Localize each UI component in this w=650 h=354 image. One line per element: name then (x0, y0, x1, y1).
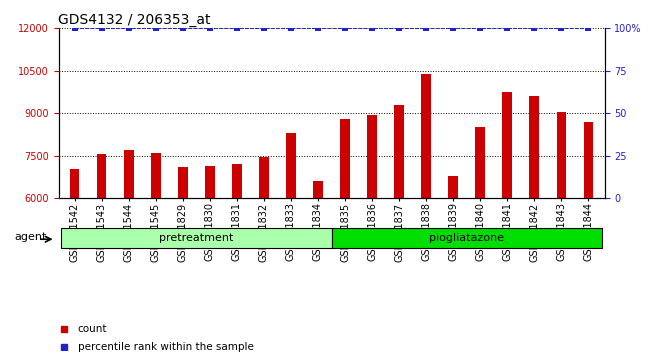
Text: pretreatment: pretreatment (159, 233, 233, 243)
Bar (367, 115, 377, 354)
Bar (421, 74, 431, 354)
Bar (556, 112, 566, 354)
Bar (530, 96, 539, 354)
FancyBboxPatch shape (332, 228, 602, 249)
Bar (286, 133, 296, 354)
Text: count: count (77, 324, 107, 334)
Text: piogliatazone: piogliatazone (429, 233, 504, 243)
Bar (70, 169, 79, 354)
Bar (124, 150, 133, 354)
Bar (341, 119, 350, 354)
Text: percentile rank within the sample: percentile rank within the sample (77, 342, 254, 352)
Bar (205, 166, 214, 354)
Bar (232, 164, 242, 354)
Text: agent: agent (14, 232, 47, 242)
Bar (259, 157, 268, 354)
Bar (151, 153, 161, 354)
Bar (313, 181, 322, 354)
Bar (448, 176, 458, 354)
Bar (475, 127, 485, 354)
Bar (584, 122, 593, 354)
Bar (97, 154, 107, 354)
Bar (502, 92, 512, 354)
FancyBboxPatch shape (61, 228, 332, 249)
Bar (178, 167, 188, 354)
Bar (395, 105, 404, 354)
Text: GDS4132 / 206353_at: GDS4132 / 206353_at (58, 13, 211, 27)
